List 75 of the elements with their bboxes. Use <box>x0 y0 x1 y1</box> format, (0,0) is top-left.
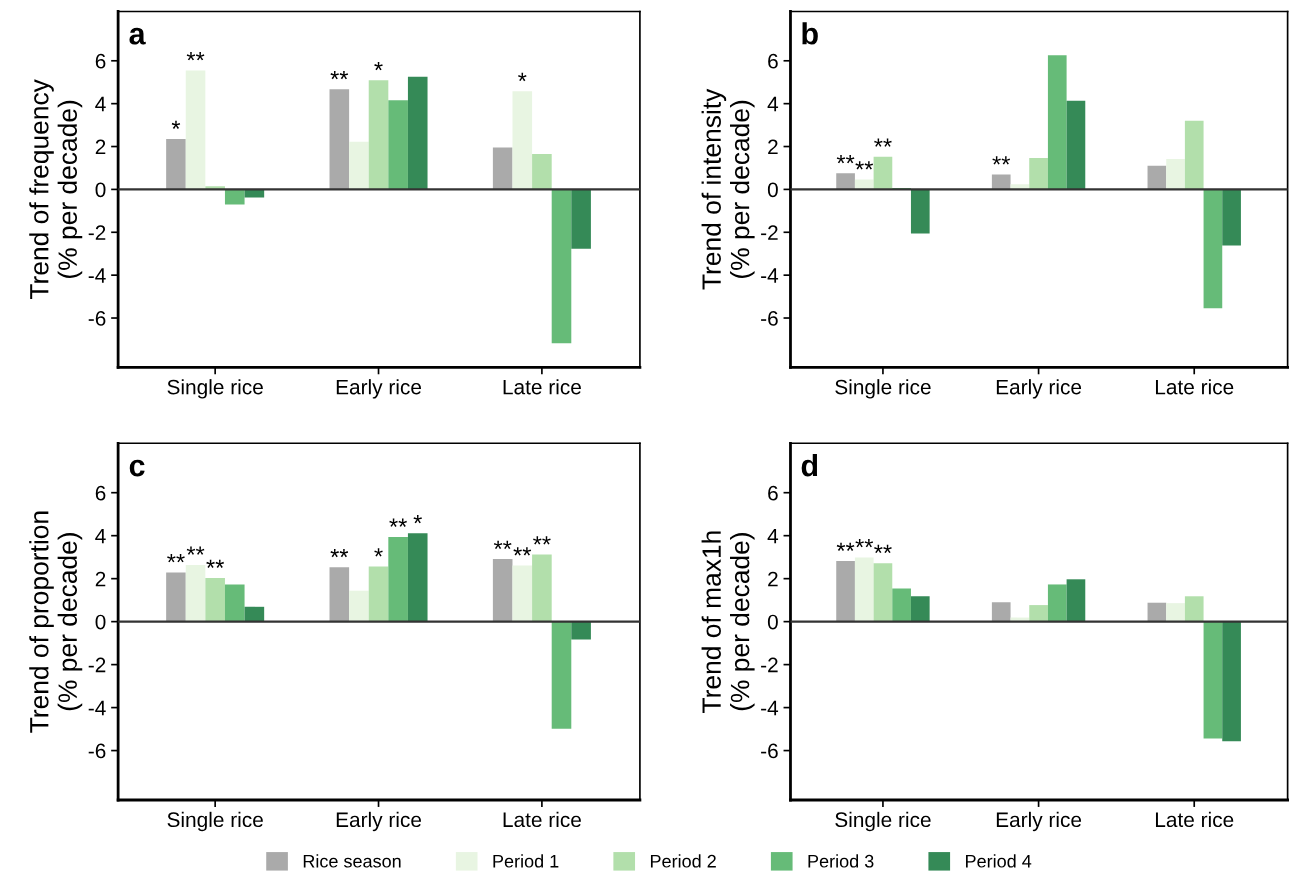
chart-title: c <box>129 459 145 477</box>
y-tick-label: 6 <box>768 485 778 501</box>
y-tick-label: 6 <box>768 53 778 69</box>
y-tick-label: -6 <box>88 311 106 326</box>
y-axis-title: Trend of intensity (% per decade) <box>701 88 755 290</box>
y-tick-label: 0 <box>95 614 106 630</box>
y-tick-label: 2 <box>768 571 778 587</box>
y-axis-title: Trend of proportion (% per decade) <box>29 511 83 733</box>
y-tick-label: -2 <box>761 225 778 240</box>
x-tick-label: Late rice <box>503 379 581 395</box>
y-tick-label: 0 <box>767 614 778 630</box>
x-tick-label: Single rice <box>835 379 931 399</box>
data-label: * <box>413 514 422 524</box>
y-tick-label: -4 <box>761 700 779 716</box>
data-label: ** <box>167 554 185 563</box>
y-tick-label: 6 <box>95 53 106 69</box>
y-tick-label: 2 <box>768 139 778 155</box>
y-tick-label: -2 <box>761 657 778 673</box>
y-axis-title: Trend of max1h (% per decade) <box>701 531 755 713</box>
data-label: ** <box>330 548 349 558</box>
x-tick-label: Single rice <box>835 811 931 832</box>
legend-label: Rice season <box>303 854 401 868</box>
y-tick-label: 0 <box>95 182 106 198</box>
data-label: * <box>374 61 383 71</box>
x-tick-label: Early rice <box>336 379 422 399</box>
data-label: ** <box>186 52 205 61</box>
data-label: * <box>171 120 181 129</box>
y-tick-label: 2 <box>95 139 106 155</box>
legend-label: Period 1 <box>493 854 559 868</box>
data-label: * <box>374 548 383 557</box>
data-label: * <box>518 72 527 82</box>
x-tick-label: Late rice <box>503 811 581 828</box>
y-tick-label: 2 <box>95 571 106 587</box>
y-tick-label: 4 <box>767 96 779 112</box>
legend-label: Period 2 <box>650 854 716 868</box>
x-tick-label: Early rice <box>336 811 422 832</box>
y-tick-label: 0 <box>767 182 778 198</box>
chart-title: d <box>801 453 818 477</box>
y-axis-title: Trend of frequency (% per decade) <box>29 79 83 300</box>
y-tick-label: -6 <box>761 743 778 759</box>
y-tick-label: 4 <box>767 528 779 544</box>
data-label: ** <box>992 156 1011 165</box>
data-label: ** <box>206 559 224 568</box>
data-label: ** <box>874 544 892 554</box>
data-label: ** <box>874 138 892 147</box>
data-label: ** <box>389 518 407 527</box>
x-tick-label: Late rice <box>1155 811 1234 828</box>
data-label: ** <box>855 539 874 548</box>
x-tick-label: Late rice <box>1155 379 1234 395</box>
data-label: ** <box>836 542 855 551</box>
x-tick-label: Early rice <box>996 379 1082 399</box>
data-label: ** <box>533 536 551 545</box>
chart-title: a <box>129 27 146 45</box>
y-tick-label: -2 <box>88 657 106 673</box>
y-tick-label: -4 <box>761 268 779 283</box>
y-tick-label: 4 <box>95 96 106 112</box>
legend-label: Period 4 <box>966 854 1032 868</box>
data-label: ** <box>855 161 874 170</box>
x-tick-label: Early rice <box>996 811 1082 832</box>
y-tick-label: 4 <box>95 528 106 544</box>
y-tick-label: -2 <box>88 225 106 240</box>
data-label: ** <box>186 546 205 555</box>
y-tick-label: -6 <box>761 311 778 326</box>
data-label: ** <box>493 540 512 550</box>
x-tick-label: Single rice <box>167 811 263 832</box>
y-tick-label: -4 <box>88 700 106 716</box>
data-label: ** <box>330 70 349 80</box>
data-label: ** <box>836 154 855 164</box>
y-tick-label: 6 <box>95 485 106 501</box>
y-tick-label: -6 <box>88 743 106 759</box>
chart-title: b <box>802 22 818 45</box>
x-tick-label: Single rice <box>167 379 263 399</box>
legend-label: Period 3 <box>808 854 874 868</box>
y-tick-label: -4 <box>88 268 106 283</box>
data-label: ** <box>513 547 532 556</box>
